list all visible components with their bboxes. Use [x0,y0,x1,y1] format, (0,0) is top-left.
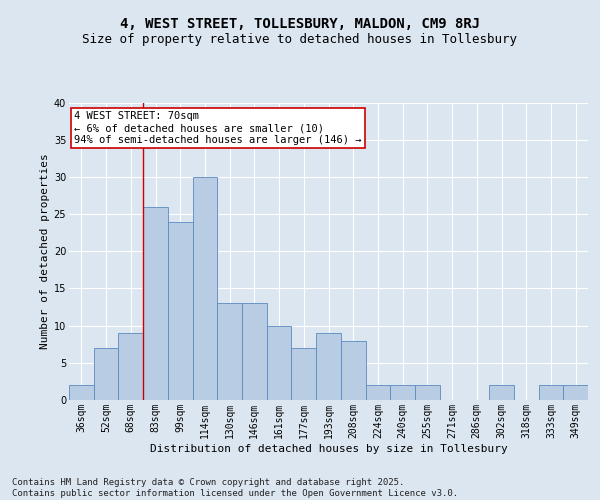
Bar [168,222,193,400]
Bar [415,385,440,400]
Bar [292,348,316,400]
Text: Contains HM Land Registry data © Crown copyright and database right 2025.
Contai: Contains HM Land Registry data © Crown c… [12,478,458,498]
Bar [217,304,242,400]
Bar [193,177,217,400]
Bar [69,385,94,400]
Text: Size of property relative to detached houses in Tollesbury: Size of property relative to detached ho… [83,32,517,46]
Text: 4 WEST STREET: 70sqm
← 6% of detached houses are smaller (10)
94% of semi-detach: 4 WEST STREET: 70sqm ← 6% of detached ho… [74,112,362,144]
Bar [365,385,390,400]
Bar [267,326,292,400]
Text: 4, WEST STREET, TOLLESBURY, MALDON, CM9 8RJ: 4, WEST STREET, TOLLESBURY, MALDON, CM9 … [120,18,480,32]
Bar [118,333,143,400]
Y-axis label: Number of detached properties: Number of detached properties [40,154,50,349]
Bar [539,385,563,400]
X-axis label: Distribution of detached houses by size in Tollesbury: Distribution of detached houses by size … [149,444,508,454]
Bar [563,385,588,400]
Bar [341,340,365,400]
Bar [242,304,267,400]
Bar [316,333,341,400]
Bar [489,385,514,400]
Bar [94,348,118,400]
Bar [390,385,415,400]
Bar [143,206,168,400]
